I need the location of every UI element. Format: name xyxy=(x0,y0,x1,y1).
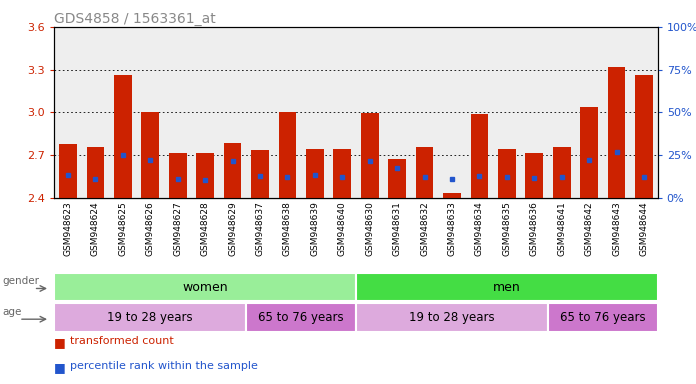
Bar xyxy=(356,273,658,301)
Bar xyxy=(223,143,242,198)
Text: 19 to 28 years: 19 to 28 years xyxy=(409,311,495,324)
Bar xyxy=(525,153,543,198)
Bar xyxy=(548,303,658,332)
Bar xyxy=(553,147,571,198)
Bar xyxy=(388,159,406,198)
Text: GSM948634: GSM948634 xyxy=(475,201,484,256)
Text: GSM948641: GSM948641 xyxy=(557,201,567,256)
Text: percentile rank within the sample: percentile rank within the sample xyxy=(70,361,258,371)
Text: GSM948627: GSM948627 xyxy=(173,201,182,256)
Bar xyxy=(141,112,159,198)
Text: GSM948636: GSM948636 xyxy=(530,201,539,256)
Bar xyxy=(278,112,296,198)
Text: GDS4858 / 1563361_at: GDS4858 / 1563361_at xyxy=(54,12,216,25)
Bar xyxy=(196,153,214,198)
Bar xyxy=(470,114,489,198)
Bar xyxy=(333,149,351,198)
Text: GSM948642: GSM948642 xyxy=(585,201,594,256)
Text: GSM948635: GSM948635 xyxy=(503,201,512,256)
Text: GSM948625: GSM948625 xyxy=(118,201,127,256)
Bar xyxy=(251,150,269,198)
Text: ■: ■ xyxy=(54,361,66,374)
Bar xyxy=(306,149,324,198)
Bar xyxy=(169,153,187,198)
Text: GSM948633: GSM948633 xyxy=(448,201,457,256)
Text: GSM948639: GSM948639 xyxy=(310,201,319,256)
Text: GSM948640: GSM948640 xyxy=(338,201,347,256)
Text: GSM948638: GSM948638 xyxy=(283,201,292,256)
Bar xyxy=(114,74,132,198)
Text: 65 to 76 years: 65 to 76 years xyxy=(258,311,344,324)
Bar xyxy=(246,303,356,332)
Bar xyxy=(86,147,104,198)
Bar xyxy=(54,303,246,332)
Bar xyxy=(54,273,356,301)
Text: GSM948637: GSM948637 xyxy=(255,201,264,256)
Text: GSM948624: GSM948624 xyxy=(91,201,100,256)
Bar xyxy=(498,149,516,198)
Text: women: women xyxy=(182,281,228,293)
Text: GSM948630: GSM948630 xyxy=(365,201,374,256)
Text: GSM948626: GSM948626 xyxy=(145,201,155,256)
Text: GSM948628: GSM948628 xyxy=(200,201,209,256)
Bar xyxy=(59,144,77,198)
Text: GSM948629: GSM948629 xyxy=(228,201,237,256)
Text: men: men xyxy=(493,281,521,293)
Bar xyxy=(443,193,461,198)
Bar xyxy=(416,147,434,198)
Text: gender: gender xyxy=(3,276,40,286)
Text: GSM948644: GSM948644 xyxy=(640,201,649,256)
Text: GSM948631: GSM948631 xyxy=(393,201,402,256)
Bar xyxy=(361,113,379,198)
Text: 65 to 76 years: 65 to 76 years xyxy=(560,311,646,324)
Bar xyxy=(356,303,548,332)
Text: 19 to 28 years: 19 to 28 years xyxy=(107,311,193,324)
Bar xyxy=(635,74,653,198)
Bar xyxy=(608,67,626,198)
Text: GSM948623: GSM948623 xyxy=(63,201,72,256)
Text: ■: ■ xyxy=(54,336,66,349)
Bar xyxy=(580,107,598,198)
Text: GSM948632: GSM948632 xyxy=(420,201,429,256)
Text: age: age xyxy=(3,307,22,317)
Text: transformed count: transformed count xyxy=(70,336,173,346)
Text: GSM948643: GSM948643 xyxy=(612,201,621,256)
